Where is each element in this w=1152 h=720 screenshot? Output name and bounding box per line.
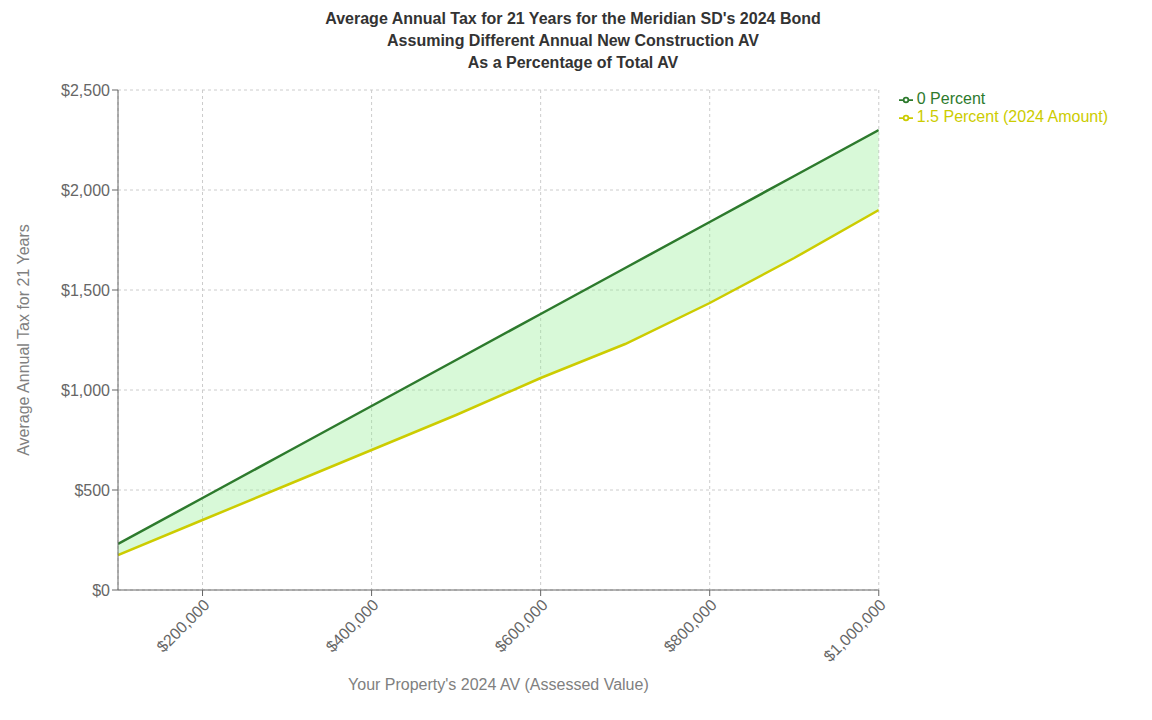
html-text:0 Percent: 0 Percent — [916, 90, 986, 107]
svg-text:$1,500: $1,500 — [61, 282, 110, 299]
svg-text:Average Annual Tax for 21 Year: Average Annual Tax for 21 Years — [15, 224, 32, 456]
svg-text:$2,500: $2,500 — [61, 82, 110, 99]
svg-text:$1,000,000: $1,000,000 — [820, 596, 889, 665]
svg-text:$600,000: $600,000 — [492, 596, 551, 655]
svg-text:$2,000: $2,000 — [61, 182, 110, 199]
html-text:Assuming Different Annual New: Assuming Different Annual New Constructi… — [387, 32, 759, 49]
svg-text:$1,000: $1,000 — [61, 382, 110, 399]
svg-text:$400,000: $400,000 — [323, 596, 382, 655]
html-text:As a Percentage of Total AV: As a Percentage of Total AV — [467, 54, 679, 71]
svg-text:$200,000: $200,000 — [153, 596, 212, 655]
svg-text:$800,000: $800,000 — [661, 596, 720, 655]
svg-text:$500: $500 — [74, 482, 110, 499]
html-text:1.5 Percent (2024 Amount): 1.5 Percent (2024 Amount) — [916, 108, 1108, 125]
svg-text:$0: $0 — [92, 582, 110, 599]
html-text:Average Annual Tax for 21 Year: Average Annual Tax for 21 Years for the … — [325, 10, 821, 27]
svg-text:Your Property's 2024 AV (Asses: Your Property's 2024 AV (Assessed Value) — [348, 676, 649, 693]
